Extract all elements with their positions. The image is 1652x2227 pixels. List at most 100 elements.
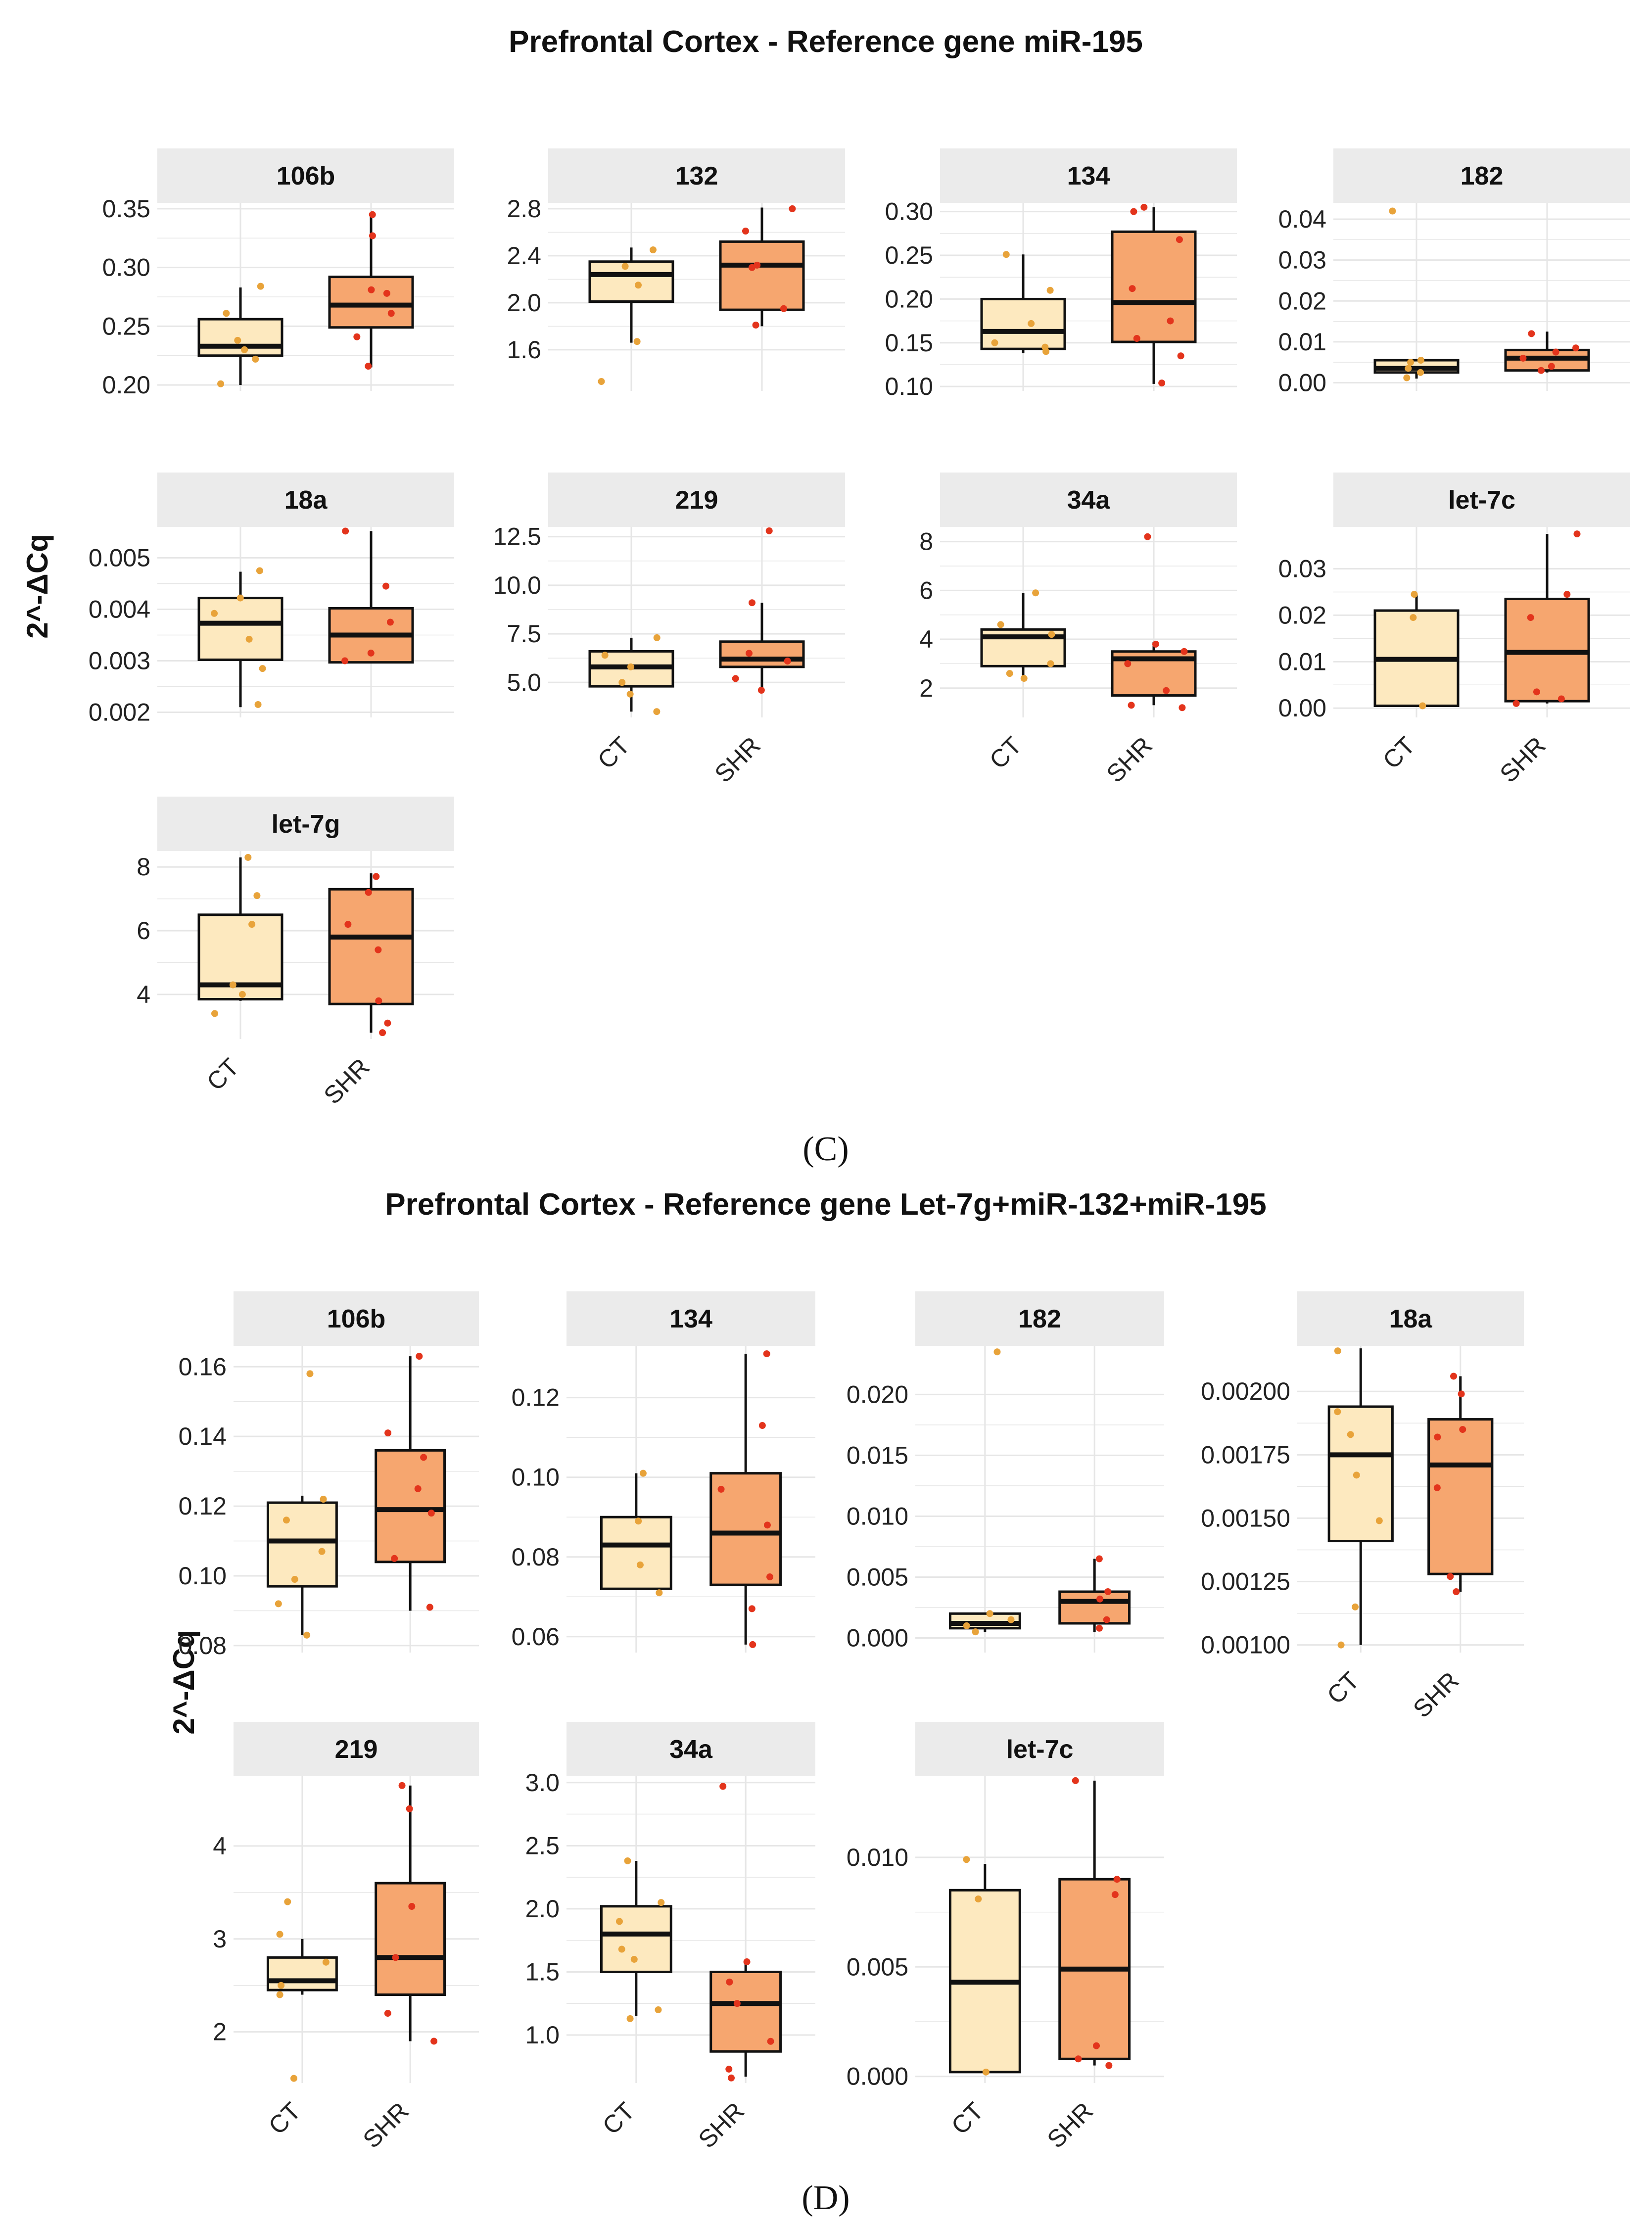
data-point [1144, 533, 1151, 540]
data-point [1096, 1595, 1104, 1603]
data-point [1046, 286, 1054, 294]
data-point [1537, 367, 1545, 374]
data-point [1458, 1390, 1465, 1398]
data-point [1403, 374, 1411, 381]
data-point [318, 1548, 326, 1555]
y-tick-label: 0.003 [89, 647, 150, 675]
data-point [997, 621, 1004, 628]
facet-let-7c: let-7c 0.000 0.005 0.010 CT SHR [847, 1722, 1164, 2153]
strip-label: 219 [675, 486, 718, 515]
x-tick-label: CT [597, 2097, 640, 2140]
data-point [1512, 700, 1520, 707]
data-point [1447, 1573, 1454, 1580]
data-point [391, 1555, 398, 1562]
data-point [618, 679, 626, 686]
data-point [1533, 688, 1540, 696]
facet-let-7g: let-7g 4 6 8 CT SHR [137, 797, 454, 1109]
data-point [223, 310, 230, 317]
iqr-box [600, 1516, 672, 1590]
data-point [1563, 591, 1571, 598]
y-tick-label: 0.35 [102, 195, 150, 223]
y-tick-label: 0.14 [179, 1422, 227, 1450]
data-point [1048, 631, 1055, 638]
y-tick-label: 0.10 [512, 1464, 560, 1491]
data-point [1347, 1431, 1354, 1438]
data-point [1433, 1484, 1441, 1491]
data-point [732, 675, 739, 682]
facet-182: 182 0.00 0.01 0.02 0.03 0.04 [1278, 148, 1630, 396]
data-point [757, 687, 765, 694]
y-tick-label: 6 [137, 917, 150, 945]
iqr-box [1427, 1418, 1494, 1575]
strip-219 [234, 1722, 479, 1776]
iqr-box [1111, 230, 1197, 343]
data-point [1124, 660, 1132, 667]
data-point [1334, 1347, 1341, 1355]
data-point [373, 873, 380, 880]
box-shr [1058, 1777, 1131, 2069]
data-point [658, 1899, 665, 1906]
data-point [1528, 330, 1535, 337]
box-shr [1427, 1373, 1494, 1596]
y-tick-label: 2.0 [525, 1895, 560, 1923]
data-point [963, 1856, 970, 1863]
data-point [236, 594, 244, 602]
data-point [1434, 1433, 1441, 1441]
data-point [1176, 236, 1183, 243]
data-point [624, 1857, 631, 1864]
chart-title-d: Prefrontal Cortex - Reference gene Let-7… [385, 1187, 1266, 1222]
facet-18a: 18a 0.002 0.003 0.004 0.005 [89, 473, 454, 726]
data-point [1113, 1876, 1121, 1883]
data-point [1103, 1616, 1110, 1623]
y-tick-label: 4 [213, 1832, 227, 1860]
facet-182: 182 0.000 0.005 0.010 0.015 0.020 [847, 1291, 1164, 1653]
y-tick-label: 0.30 [885, 198, 933, 226]
strip-18a [1297, 1291, 1524, 1346]
facet-134: 134 0.06 0.08 0.10 0.12 [512, 1291, 815, 1653]
box-shr [328, 873, 414, 1037]
data-point [375, 946, 382, 953]
y-tick-label: 0.16 [179, 1353, 227, 1380]
data-point [353, 333, 361, 340]
x-tick-label: SHR [1042, 2097, 1098, 2153]
y-tick-label: 0.25 [885, 241, 933, 269]
strip-label: 219 [335, 1735, 378, 1764]
strip-134 [566, 1291, 815, 1346]
data-point [1552, 348, 1559, 356]
strip-106b [157, 148, 454, 203]
x-tick-label: CT [1377, 731, 1420, 774]
y-tick-label: 0.03 [1278, 246, 1326, 274]
y-tick-label: 3.0 [525, 1769, 560, 1797]
data-point [758, 1422, 766, 1429]
y-tick-label: 4 [137, 981, 150, 1008]
data-point [1167, 317, 1174, 325]
box-ct [266, 1370, 338, 1639]
data-point [1558, 695, 1565, 703]
facet-106b: 106b 0.20 0.25 0.30 0.35 [102, 148, 454, 399]
data-point [780, 305, 787, 312]
y-tick-label: 0.00175 [1201, 1441, 1290, 1469]
iqr-box [375, 1449, 446, 1564]
data-point [789, 205, 796, 212]
iqr-box [719, 240, 805, 311]
y-tick-label: 0.08 [179, 1632, 227, 1659]
data-point [1453, 1588, 1460, 1596]
strip-182 [915, 1291, 1164, 1346]
data-point [1180, 648, 1188, 655]
data-point [767, 2037, 774, 2045]
data-point [386, 618, 394, 626]
y-tick-label: 8 [137, 853, 150, 881]
box-shr [1504, 530, 1590, 707]
x-tick-label: CT [263, 2097, 306, 2140]
strip-label: let-7c [1006, 1735, 1074, 1764]
y-tick-label: 0.010 [847, 1502, 908, 1530]
y-tick-label: 4 [919, 625, 933, 653]
data-point [749, 1641, 756, 1648]
data-point [626, 690, 634, 698]
strip-label: 134 [669, 1305, 712, 1333]
data-point [383, 289, 390, 297]
data-point [1405, 365, 1412, 372]
data-point [384, 1019, 391, 1027]
data-point [633, 338, 641, 345]
